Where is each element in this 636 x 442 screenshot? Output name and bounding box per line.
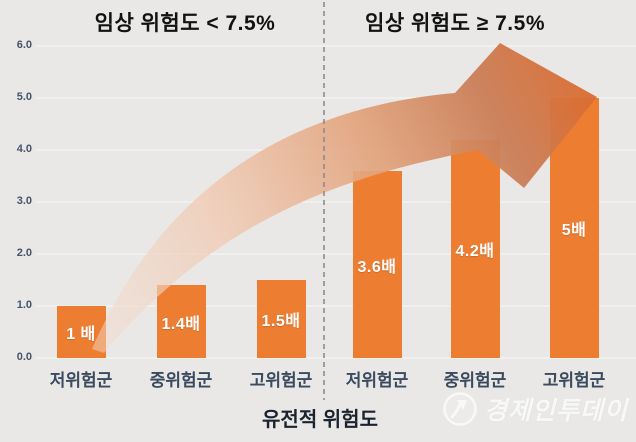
y-axis-tick: 0.0 [16, 351, 32, 363]
y-axis-tick: 5.0 [16, 91, 32, 103]
right-group-title: 임상 위험도 ≥ 7.5% [365, 12, 545, 35]
y-axis-tick: 6.0 [16, 39, 32, 51]
y-axis-tick: 3.0 [16, 195, 32, 207]
y-axis-tick: 1.0 [16, 299, 32, 311]
y-axis-tick: 4.0 [16, 143, 32, 155]
category-label: 고위험군 [542, 371, 606, 390]
left-group-title: 임상 위험도 < 7.5% [94, 12, 276, 35]
category-label: 고위험군 [249, 371, 313, 390]
category-label: 저위험군 [49, 371, 113, 390]
y-axis-tick: 2.0 [16, 247, 32, 259]
bar-value-label: 1 배 [66, 326, 96, 343]
watermark: 경제인투데이 [442, 391, 628, 427]
category-label: 중위험군 [443, 371, 507, 390]
category-label: 저위험군 [345, 371, 409, 390]
x-axis-title: 유전적 위험도 [262, 409, 378, 431]
watermark-logo-icon [443, 392, 477, 426]
category-label: 중위험군 [149, 371, 213, 390]
watermark-brand-text: 경제인투데이 [484, 397, 629, 425]
